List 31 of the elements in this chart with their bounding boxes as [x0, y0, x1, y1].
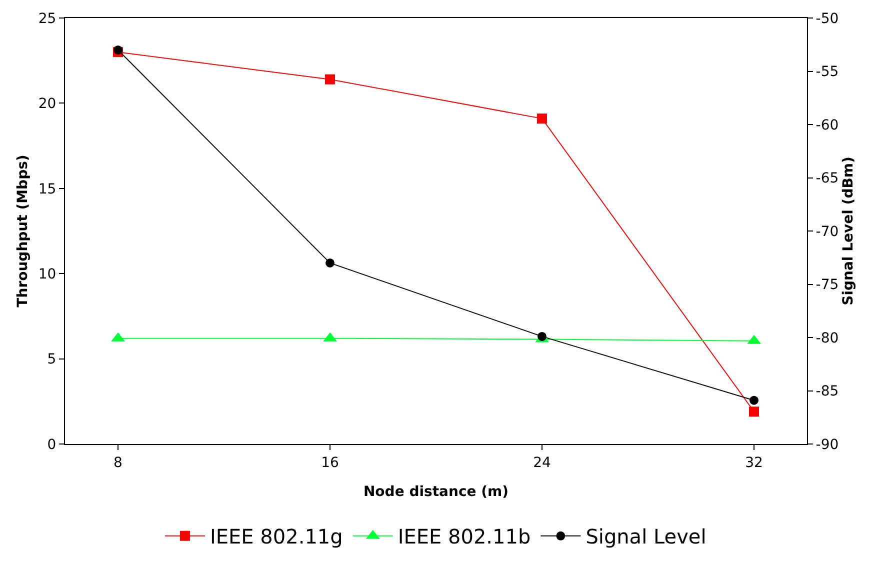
- legend-label: Signal Level: [586, 524, 706, 549]
- point: [750, 396, 758, 405]
- y-axis-title: Throughput (Mbps): [15, 154, 31, 308]
- y2-tick-label: -85: [816, 384, 839, 400]
- point: [538, 332, 546, 341]
- y2-tick-label: -75: [816, 277, 839, 294]
- y2-tick-label: -90: [816, 436, 839, 453]
- y2-axis-title: Signal Level (dBm): [840, 156, 857, 306]
- legend-label: IEEE 802.11g: [210, 524, 343, 549]
- y-tick-label: 20: [38, 96, 56, 112]
- point: [114, 45, 122, 54]
- y2-tick-label: -65: [816, 170, 839, 187]
- y2-tick-label: -55: [816, 64, 839, 80]
- x-tick-label: 24: [533, 454, 551, 471]
- x-tick-label: 16: [321, 454, 339, 471]
- y2-tick-label: -60: [816, 117, 839, 134]
- y-tick-label: 15: [38, 181, 56, 198]
- point: [537, 114, 547, 124]
- y-tick-label: 0: [47, 436, 56, 453]
- y-tick-label: 25: [38, 10, 56, 27]
- y2-tick-label: -80: [816, 330, 839, 346]
- legend-label: IEEE 802.11b: [398, 524, 531, 549]
- x-tick-label: 8: [114, 454, 122, 471]
- y-tick-label: 5: [47, 352, 56, 368]
- point: [325, 74, 335, 84]
- point: [326, 258, 334, 268]
- y-tick-label: 10: [38, 266, 56, 282]
- y2-tick-label: -50: [816, 10, 839, 27]
- x-axis-title: Node distance (m): [363, 484, 509, 500]
- x-tick-label: 32: [745, 454, 763, 471]
- y2-tick-label: -70: [816, 224, 839, 240]
